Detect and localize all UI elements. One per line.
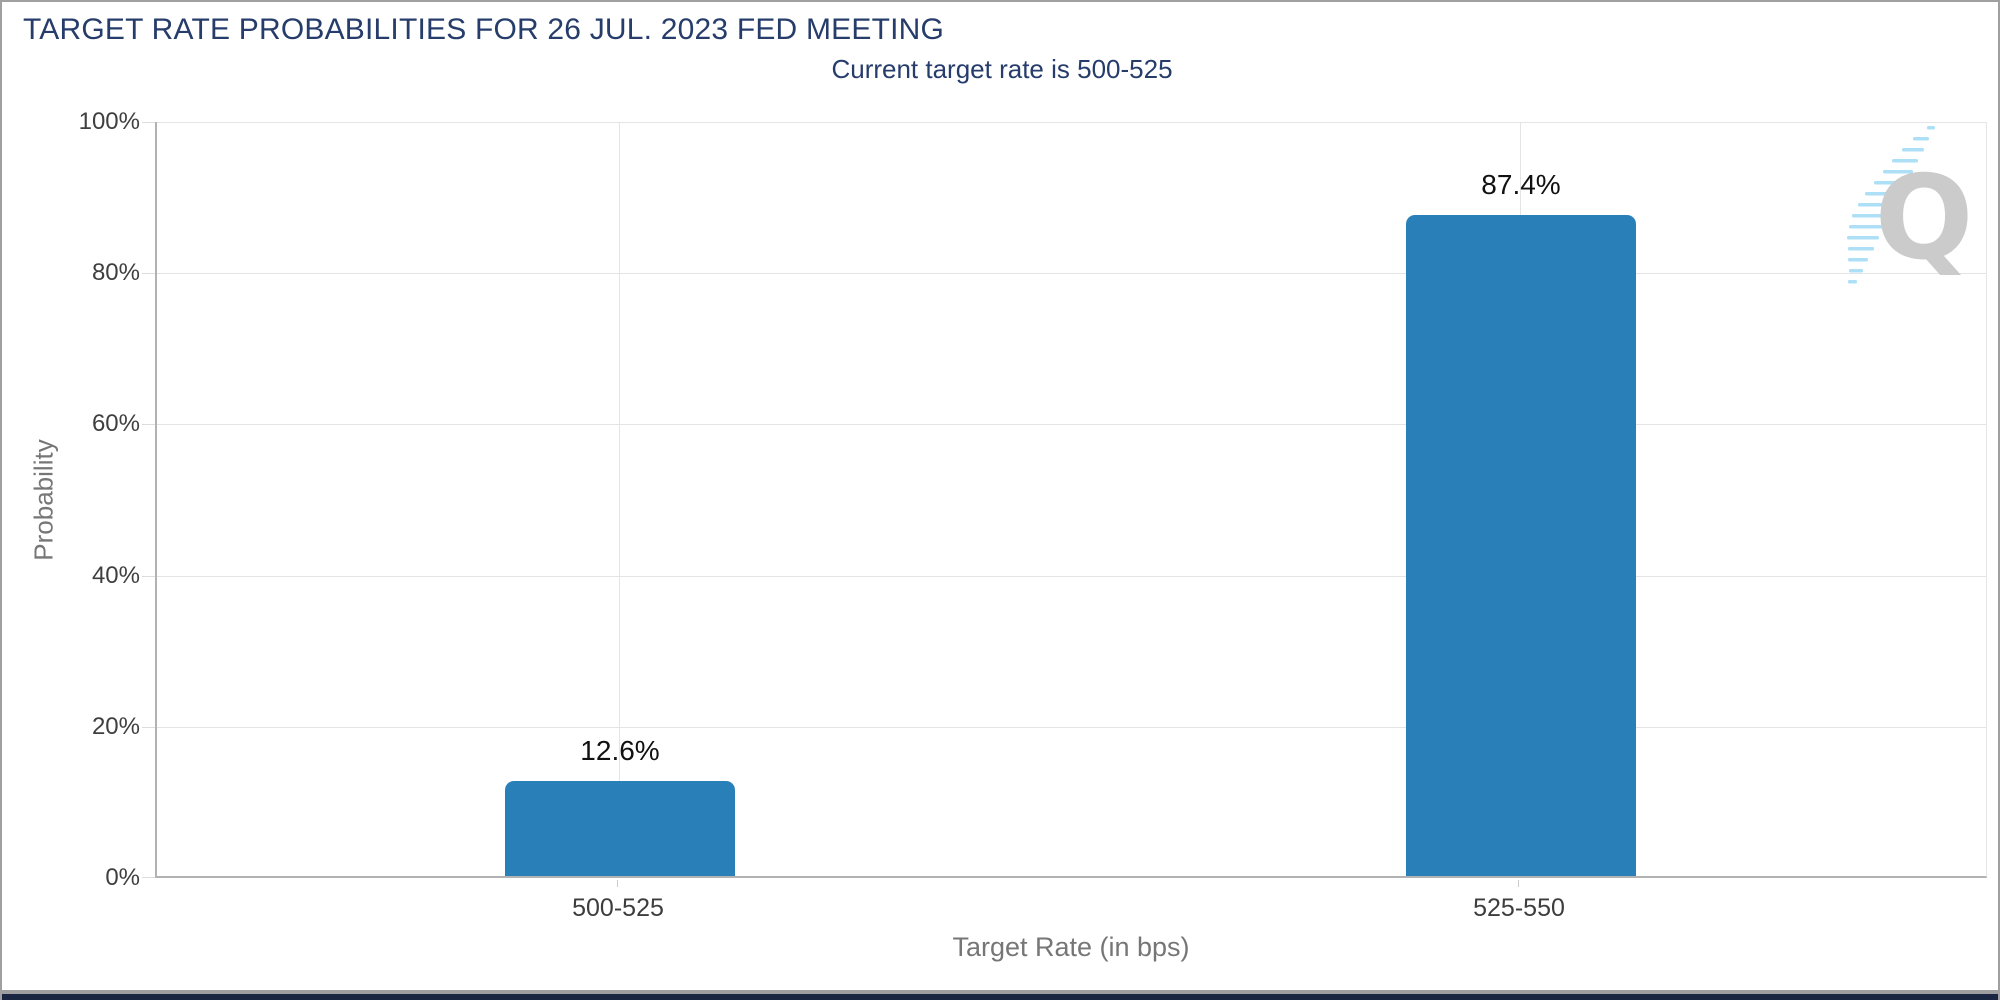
gridline-60pct <box>157 424 1986 425</box>
bar-value-label: 12.6% <box>580 734 660 766</box>
y-tick-label: 0% <box>105 864 140 891</box>
footer-divider <box>2 990 1998 994</box>
bar-value-label: 87.4% <box>1481 169 1561 201</box>
x-axis-title: Target Rate (in bps) <box>952 932 1190 962</box>
y-tick-label: 60% <box>91 410 140 437</box>
q-logo-watermark: Q <box>1847 126 1972 286</box>
category-label-525-550: 525-550 <box>1473 894 1565 922</box>
y-axis-title: Probability <box>28 439 59 561</box>
y-tick-mark <box>142 424 155 425</box>
watermark-swoosh-dashes <box>1847 126 1935 284</box>
plot-area: 12.6% 87.4% <box>155 122 1987 878</box>
y-tick-label: 80% <box>91 259 140 286</box>
gridline-category-1 <box>619 122 620 876</box>
gridline-20pct <box>157 727 1986 728</box>
y-tick-mark <box>142 727 155 728</box>
y-tick-label: 20% <box>91 713 140 740</box>
x-tick-mark <box>1518 880 1519 887</box>
x-tick-mark <box>617 880 618 887</box>
chart-title: TARGET RATE PROBABILITIES FOR 26 JUL. 20… <box>23 13 945 46</box>
footer-bar <box>2 994 1998 1000</box>
chart-subtitle: Current target rate is 500-525 <box>831 54 1173 84</box>
y-tick-mark <box>142 122 155 123</box>
bar-525-550 <box>1406 215 1636 876</box>
gridline-40pct <box>157 576 1986 577</box>
y-tick-mark <box>142 877 155 878</box>
y-tick-mark <box>142 576 155 577</box>
category-label-500-525: 500-525 <box>572 894 664 922</box>
gridline-80pct <box>157 273 1986 274</box>
gridline-100pct <box>157 122 1986 123</box>
y-tick-mark <box>142 273 155 274</box>
y-tick-label: 100% <box>78 108 140 135</box>
bar-500-525 <box>505 780 735 876</box>
watermark-letter-q: Q <box>1875 151 1972 286</box>
y-tick-label: 40% <box>91 562 140 589</box>
